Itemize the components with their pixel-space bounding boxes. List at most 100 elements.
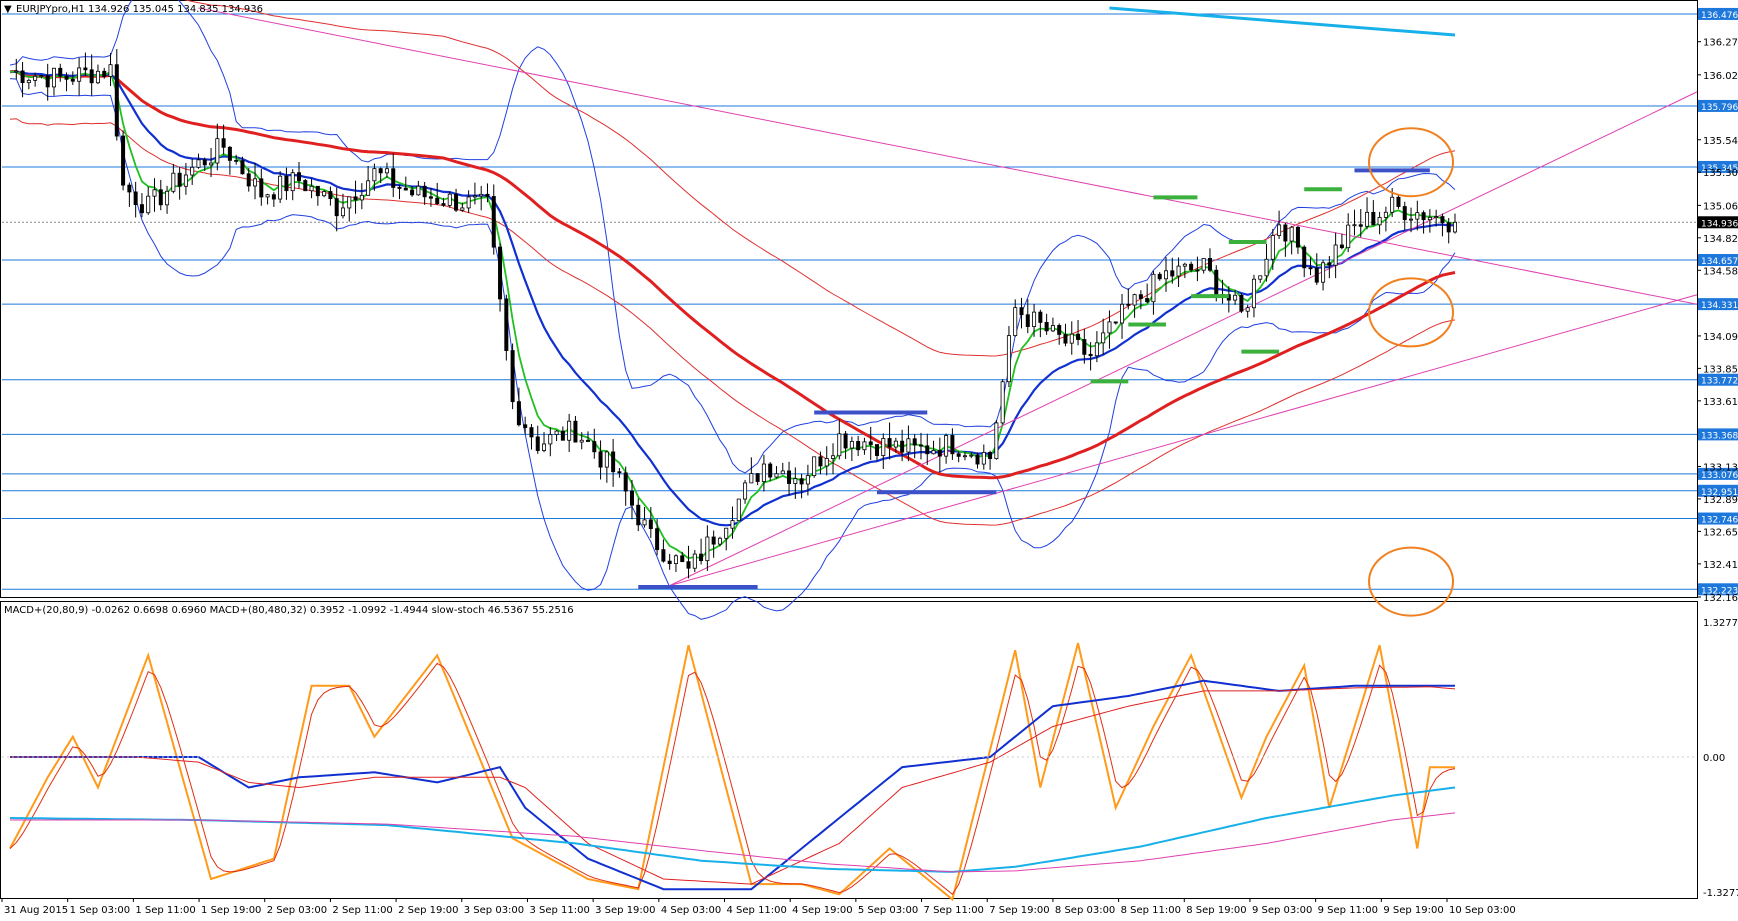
candle-body xyxy=(64,75,69,80)
price-tick-label: 132.651 xyxy=(1703,527,1738,538)
drawn-levels xyxy=(638,168,1430,589)
time-label: 8 Sep 03:00 xyxy=(1055,905,1115,916)
candle-body xyxy=(378,168,383,174)
candle-body xyxy=(165,190,170,206)
bollinger-bands xyxy=(9,0,1456,620)
highlight-circle xyxy=(1368,127,1455,198)
candle-body xyxy=(1019,307,1024,316)
time-label: 2 Sep 03:00 xyxy=(267,905,327,916)
candle-body xyxy=(1057,325,1062,335)
candle-body xyxy=(89,69,94,84)
candle-body xyxy=(818,456,823,467)
candle-body xyxy=(1164,270,1169,280)
candle-body xyxy=(604,451,609,468)
candle-body xyxy=(1145,298,1150,303)
trendline-down xyxy=(198,7,1698,305)
candle-body xyxy=(529,427,534,438)
candle-body xyxy=(1082,339,1087,355)
level-price-label: 135.345 xyxy=(1701,164,1738,174)
candle-body xyxy=(454,193,459,211)
time-label: 3 Sep 19:00 xyxy=(595,905,655,916)
time-label: 10 Sep 03:00 xyxy=(1449,905,1516,916)
candle-body xyxy=(1264,258,1269,277)
bollinger-upper xyxy=(9,0,1456,474)
time-label: 2 Sep 19:00 xyxy=(398,905,458,916)
candle-body xyxy=(686,561,691,569)
candle-body xyxy=(988,452,993,459)
candle-body xyxy=(202,159,207,166)
time-label: 8 Sep 19:00 xyxy=(1186,905,1246,916)
candle-body xyxy=(560,430,565,441)
candle-body xyxy=(1126,303,1131,306)
candle-body xyxy=(121,135,126,186)
candle-body xyxy=(736,498,741,522)
candle-body xyxy=(912,438,917,446)
oscillator-lines xyxy=(2,642,1697,902)
candle-body xyxy=(1239,294,1244,312)
candle-body xyxy=(1327,262,1332,266)
time-label: 1 Sep 03:00 xyxy=(70,905,130,916)
candle-body xyxy=(102,70,107,77)
candle-body xyxy=(1251,278,1256,309)
candle-body xyxy=(152,189,157,197)
candle-body xyxy=(410,189,415,196)
candle-body xyxy=(824,458,829,467)
time-label: 7 Sep 11:00 xyxy=(924,905,984,916)
price-tick-label: 134.821 xyxy=(1703,234,1738,245)
candle-body xyxy=(403,187,408,191)
candle-body xyxy=(1390,196,1395,213)
candle-body xyxy=(950,435,955,455)
candle-body xyxy=(1333,244,1338,266)
candle-body xyxy=(611,451,616,473)
indicator-pane[interactable] xyxy=(0,601,1698,899)
candle-body xyxy=(1302,246,1307,269)
candle-body xyxy=(918,444,923,447)
trendline-up-steep xyxy=(669,91,1698,587)
candle-body xyxy=(1289,226,1294,242)
candle-body xyxy=(1201,258,1206,271)
candle-body xyxy=(1189,263,1194,271)
candle-body xyxy=(906,438,911,453)
time-label: 3 Sep 03:00 xyxy=(464,905,524,916)
bollinger-lower xyxy=(9,78,1456,620)
time-axis: 31 Aug 2015 1 Sep 03:00 1 Sep 11:00 1 Sep 1… xyxy=(1,898,1516,916)
candle-body xyxy=(33,75,38,81)
level-price-tag xyxy=(1698,373,1738,386)
candle-body xyxy=(1120,303,1125,324)
trendline-top xyxy=(1109,6,1456,37)
candle-body xyxy=(724,527,729,539)
candle-body xyxy=(799,478,804,485)
candle-body xyxy=(900,440,905,453)
highlight-circle xyxy=(1368,277,1455,348)
candle-body xyxy=(177,172,182,187)
candle-body xyxy=(981,452,986,465)
price-tick-label: 135.546 xyxy=(1703,136,1738,147)
candle-body xyxy=(1044,322,1049,332)
level-price-label: 133.368 xyxy=(1701,431,1738,441)
candle-body xyxy=(190,166,195,176)
candle-body xyxy=(699,553,704,562)
candle-body xyxy=(969,454,974,457)
candle-body xyxy=(397,187,402,189)
level-price-label: 132.223 xyxy=(1701,586,1738,596)
candle-body xyxy=(322,191,327,197)
level-price-label: 132.746 xyxy=(1701,516,1738,526)
candle-body xyxy=(1421,212,1426,221)
candle-body xyxy=(711,536,716,545)
candle-body xyxy=(1396,196,1401,207)
time-label: 31 Aug 2015 xyxy=(4,905,68,916)
price-tick-label: 132.411 xyxy=(1703,560,1738,571)
candle-body xyxy=(843,433,848,449)
current-price-label: 134.936 xyxy=(1701,219,1738,229)
candle-body xyxy=(359,194,364,201)
candle-body xyxy=(303,180,308,192)
candle-body xyxy=(328,191,333,200)
price-pane[interactable] xyxy=(0,0,1698,598)
candle-body xyxy=(1295,226,1300,248)
time-label: 9 Sep 03:00 xyxy=(1252,905,1312,916)
candle-body xyxy=(743,482,748,500)
trendline-up-shallow xyxy=(669,294,1698,587)
candle-body xyxy=(749,473,754,484)
